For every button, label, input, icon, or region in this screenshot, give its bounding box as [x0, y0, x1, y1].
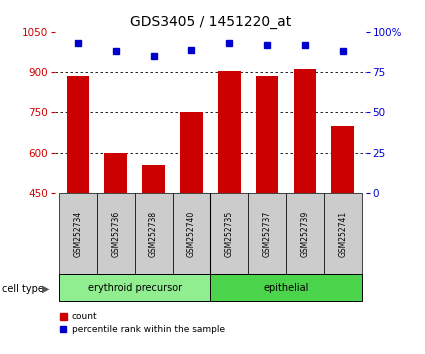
- Text: epithelial: epithelial: [264, 282, 309, 293]
- Text: GSM252738: GSM252738: [149, 211, 158, 257]
- Text: GSM252736: GSM252736: [111, 211, 120, 257]
- Bar: [210, 274, 362, 301]
- Text: ▶: ▶: [42, 284, 49, 293]
- Legend: count, percentile rank within the sample: count, percentile rank within the sample: [60, 313, 225, 334]
- Bar: [59, 274, 210, 301]
- Bar: [59, 193, 97, 274]
- Bar: [142, 165, 165, 193]
- Text: GSM252741: GSM252741: [338, 211, 347, 257]
- Bar: [324, 193, 362, 274]
- Bar: [210, 193, 248, 274]
- Text: cell type: cell type: [2, 284, 44, 293]
- Bar: [248, 193, 286, 274]
- Text: GSM252734: GSM252734: [74, 211, 82, 257]
- Bar: [294, 69, 316, 193]
- Bar: [286, 193, 324, 274]
- Text: GSM252735: GSM252735: [225, 211, 234, 257]
- Bar: [135, 193, 173, 274]
- Bar: [105, 153, 127, 193]
- Bar: [218, 71, 241, 193]
- Bar: [180, 113, 203, 193]
- Bar: [97, 193, 135, 274]
- Text: erythroid precursor: erythroid precursor: [88, 282, 182, 293]
- Bar: [67, 76, 89, 193]
- Title: GDS3405 / 1451220_at: GDS3405 / 1451220_at: [130, 16, 291, 29]
- Text: GSM252740: GSM252740: [187, 211, 196, 257]
- Text: GSM252737: GSM252737: [263, 211, 272, 257]
- Bar: [173, 193, 210, 274]
- Text: GSM252739: GSM252739: [300, 211, 309, 257]
- Bar: [332, 126, 354, 193]
- Bar: [256, 76, 278, 193]
